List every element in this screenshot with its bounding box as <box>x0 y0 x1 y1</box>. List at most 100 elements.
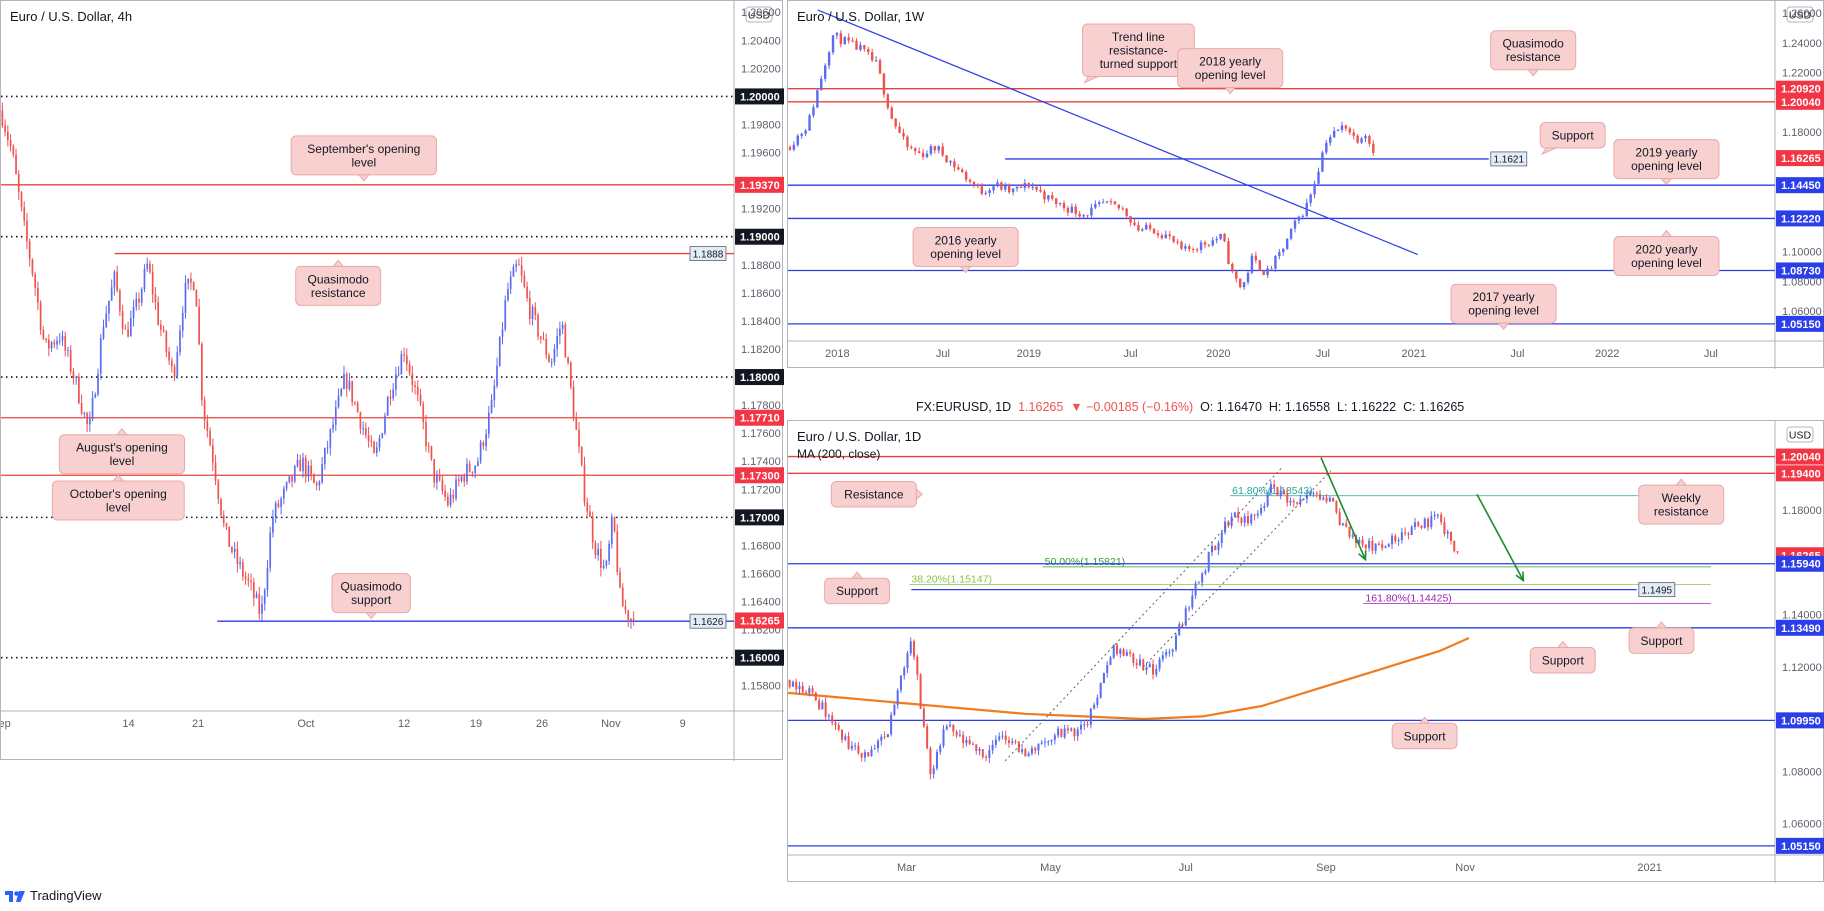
candle-body <box>798 685 801 690</box>
annotation-text: opening level <box>1468 304 1539 318</box>
candle-body <box>978 749 981 751</box>
candle-body <box>1122 649 1125 656</box>
candle-body <box>367 435 370 442</box>
candle-body <box>1453 540 1456 552</box>
candle-body <box>1073 728 1076 737</box>
candle-body <box>1266 493 1269 507</box>
x-tick-label: 19 <box>470 718 482 730</box>
chart-1d-canvas[interactable]: USD 1.18000 1.14000 1.12000 1.08000 1.06000 Ma… <box>788 421 1824 883</box>
candle-body <box>1188 246 1191 250</box>
chart-panel-1w[interactable]: USD 1.26000 1.24000 1.22000 1.18000 1.10000 1.… <box>787 0 1824 369</box>
candle-body <box>436 475 438 483</box>
ohlc-open: O: 1.16470 <box>1200 400 1262 414</box>
candle-body <box>427 446 430 448</box>
candle-body <box>1440 514 1443 523</box>
candle-body <box>356 402 359 413</box>
candle-body <box>504 300 507 330</box>
candle-body <box>168 351 170 361</box>
candle-body <box>1285 238 1289 249</box>
tradingview-logo[interactable]: TradingView <box>4 888 102 903</box>
projection-arrow-head <box>1515 571 1525 583</box>
candle-body <box>1413 522 1416 527</box>
candle-body <box>1345 523 1348 527</box>
candle-body <box>961 169 964 173</box>
chart-panel-4h[interactable]: USD 1.20600 1.20400 1.20200 1.19800 1.19600 1.… <box>0 0 784 761</box>
candle-body <box>882 73 886 95</box>
candle-body <box>337 395 340 407</box>
y-tick-label: 1.17400 <box>741 456 781 468</box>
candle-body <box>124 328 127 330</box>
candle-body <box>854 745 857 747</box>
candle-body <box>1335 501 1338 513</box>
candle-body <box>926 726 929 749</box>
candle-body <box>1410 526 1413 535</box>
candle-body <box>1262 270 1265 275</box>
annotation-text: opening level <box>1631 256 1702 270</box>
price-tag <box>735 409 784 426</box>
candle-body <box>913 641 916 657</box>
candle-body <box>165 331 168 352</box>
candle-body <box>537 314 539 337</box>
candle-body <box>972 181 976 186</box>
candle-body <box>941 146 944 156</box>
level-value-box <box>689 246 727 261</box>
candle-body <box>1215 239 1218 241</box>
candle-body <box>1231 263 1234 272</box>
candle-body <box>1007 740 1011 744</box>
candle-body <box>1133 222 1136 225</box>
candle-body <box>1145 224 1148 230</box>
candle-body <box>801 685 804 693</box>
annotation-pointer <box>112 474 125 482</box>
candle-body <box>239 562 241 565</box>
candle-body <box>1086 724 1089 726</box>
candle-body <box>343 373 345 389</box>
annotation-callout: Support <box>1391 716 1458 750</box>
candle-body <box>883 736 886 738</box>
candle-body <box>567 357 569 363</box>
annotation-pointer <box>915 488 924 501</box>
candle-body <box>844 736 847 740</box>
candle-body <box>1372 143 1375 153</box>
candle-body <box>1305 202 1308 216</box>
x-tick-label: 2021 <box>1402 348 1426 360</box>
candle-body <box>863 752 866 758</box>
candle-body <box>50 342 53 349</box>
price-tag <box>1776 80 1824 97</box>
price-tag-label: 1.19000 <box>740 232 780 244</box>
chart-panel-1d[interactable]: USD 1.18000 1.14000 1.12000 1.08000 1.06000 Ma… <box>787 420 1824 883</box>
candle-body <box>1093 704 1096 709</box>
candle-body <box>1332 497 1335 502</box>
candle-body <box>1040 742 1043 744</box>
candle-body <box>1456 551 1459 553</box>
candle-body <box>119 290 121 312</box>
candle-body <box>952 724 955 732</box>
fib-level-label: 50.00%(1.15821) <box>1045 556 1126 568</box>
candle-body <box>1076 729 1079 737</box>
candle-body <box>902 132 905 137</box>
candle-body <box>1158 659 1161 669</box>
candle-body <box>233 548 236 552</box>
candle-body <box>1109 201 1113 203</box>
candle-body <box>460 476 463 481</box>
candle-body <box>1270 268 1273 270</box>
candle-body <box>354 402 356 404</box>
candle-body <box>550 362 553 364</box>
candle-body <box>1152 228 1156 234</box>
candle-body <box>419 394 422 404</box>
candle-body <box>556 336 559 349</box>
candle-body <box>559 328 561 337</box>
annotation-text: resistance <box>311 286 366 300</box>
annotation-text: opening level <box>1195 68 1266 82</box>
candle-body <box>23 207 26 221</box>
candle-body <box>1204 570 1207 574</box>
currency-badge-label: USD <box>748 10 771 22</box>
candle-body <box>1070 728 1073 731</box>
chart-1d-title: Euro / U.S. Dollar, 1D <box>797 429 922 444</box>
candle-body <box>1317 171 1320 184</box>
annotation-pointer <box>959 266 972 274</box>
x-tick-label: 2022 <box>1595 348 1619 360</box>
candle-body <box>1116 644 1119 654</box>
